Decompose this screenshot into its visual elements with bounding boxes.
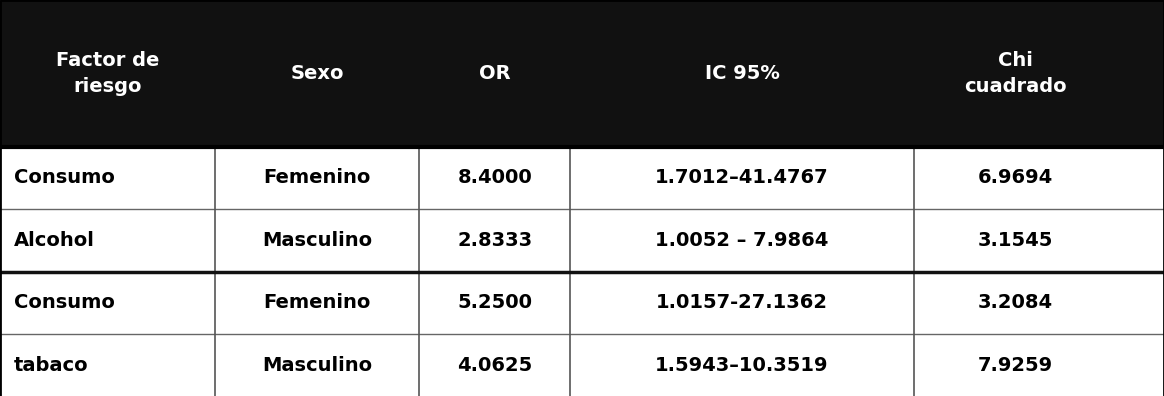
Text: Factor de
riesgo: Factor de riesgo <box>56 51 159 96</box>
Bar <box>0 0 1164 147</box>
Text: Sexo: Sexo <box>291 64 343 83</box>
Text: 3.1545: 3.1545 <box>978 231 1053 250</box>
Text: Femenino: Femenino <box>263 293 371 312</box>
Text: 4.0625: 4.0625 <box>457 356 532 375</box>
Text: Consumo: Consumo <box>14 168 115 187</box>
Text: 1.5943–10.3519: 1.5943–10.3519 <box>655 356 829 375</box>
Text: 1.7012–41.4767: 1.7012–41.4767 <box>655 168 829 187</box>
Text: 1.0157-27.1362: 1.0157-27.1362 <box>656 293 828 312</box>
Bar <box>0 209 1164 272</box>
Text: 1.0052 – 7.9864: 1.0052 – 7.9864 <box>655 231 829 250</box>
Text: 6.9694: 6.9694 <box>978 168 1053 187</box>
Text: Alcohol: Alcohol <box>14 231 94 250</box>
Text: Masculino: Masculino <box>262 356 372 375</box>
Text: Chi
cuadrado: Chi cuadrado <box>964 51 1067 96</box>
Bar <box>0 147 1164 209</box>
Text: Femenino: Femenino <box>263 168 371 187</box>
Bar <box>0 272 1164 334</box>
Bar <box>0 334 1164 396</box>
Text: Consumo: Consumo <box>14 293 115 312</box>
Text: 3.2084: 3.2084 <box>978 293 1053 312</box>
Text: OR: OR <box>478 64 511 83</box>
Text: Masculino: Masculino <box>262 231 372 250</box>
Text: tabaco: tabaco <box>14 356 88 375</box>
Text: IC 95%: IC 95% <box>704 64 780 83</box>
Text: 2.8333: 2.8333 <box>457 231 532 250</box>
Text: 7.9259: 7.9259 <box>978 356 1053 375</box>
Text: 5.2500: 5.2500 <box>457 293 532 312</box>
Text: 8.4000: 8.4000 <box>457 168 532 187</box>
